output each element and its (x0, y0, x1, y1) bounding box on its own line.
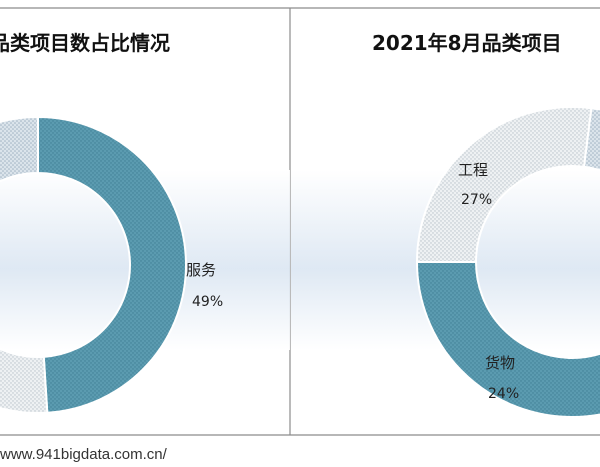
chart2-pct-engineering: 27% (461, 192, 492, 208)
chart2-pct-goods: 24% (488, 386, 519, 402)
chart2-label-goods: 货物 (485, 354, 515, 372)
chart1-slice-0 (37, 115, 187, 414)
donut-chart-1: 品类项目数占比情况 服务 49% (0, 31, 290, 414)
source-url: www.941bigdata.com.cn/ (0, 446, 167, 463)
chart1-label-service: 服务 (186, 261, 216, 279)
donut-chart-2: 2021年8月品类项目 工程 27% 货物 24% (291, 31, 600, 418)
chart2-slice-0 (415, 106, 593, 263)
chart1-slice-2 (0, 115, 39, 183)
chart1-pct-service: 49% (192, 294, 223, 310)
chart2-slice-1 (582, 107, 600, 172)
chart2-slice-2 (415, 261, 600, 418)
chart1-title: 品类项目数占比情况 (0, 31, 170, 55)
chart2-title: 2021年8月品类项目 (372, 31, 562, 55)
source-footer: www.941bigdata.com.cn/ (0, 443, 600, 467)
chart1-slice-1 (0, 347, 49, 414)
chart2-label-engineering: 工程 (458, 161, 488, 179)
